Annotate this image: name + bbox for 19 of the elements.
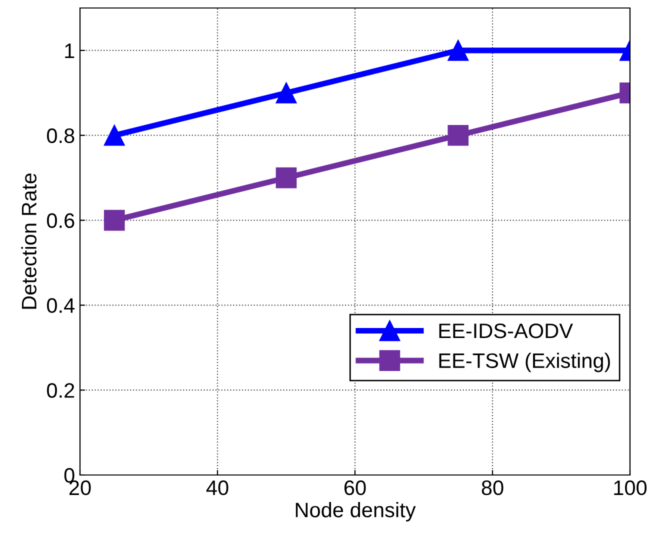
point: [448, 40, 469, 61]
y-tick-label: 0.2: [46, 383, 74, 398]
y-tick-label: 1: [65, 44, 74, 58]
x-tick-label: 60: [344, 480, 366, 496]
x-axis-title: Node density: [296, 502, 416, 522]
y-tick-label: 0.6: [46, 213, 74, 228]
x-tick-label: 40: [206, 480, 228, 496]
point: [448, 124, 469, 146]
point: [104, 124, 125, 146]
x-tick-label: 100: [614, 480, 647, 496]
y-axis-title: Detection Rate: [21, 174, 37, 309]
y-tick-label: 0.8: [46, 128, 74, 144]
point: [276, 82, 297, 104]
point: [276, 167, 297, 188]
point: [104, 210, 125, 231]
legend-label: EE-TSW (Existing): [439, 352, 610, 372]
x-tick-label: 80: [482, 480, 504, 496]
legend-label: EE-IDS-AODV: [439, 323, 573, 338]
y-tick-label: 0.4: [46, 298, 75, 313]
